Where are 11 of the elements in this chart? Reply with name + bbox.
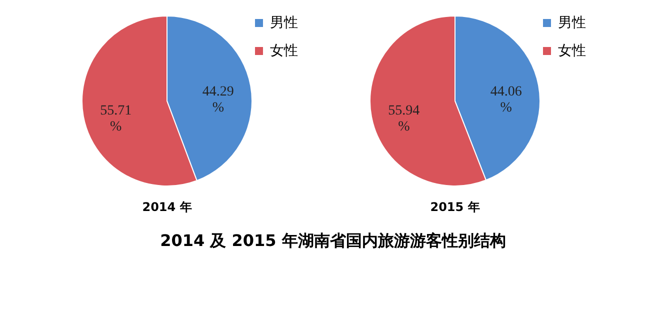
data-label: 44.06 % bbox=[490, 84, 522, 116]
legend-label: 女性 bbox=[270, 43, 298, 59]
data-label: 44.29 % bbox=[202, 84, 234, 116]
text: 2015 年 bbox=[430, 200, 480, 214]
text: 2014 年 bbox=[142, 200, 192, 214]
text: 2014 及 2015 年湖南省国内旅游游客性别结构 bbox=[160, 231, 506, 250]
legend-label: 女性 bbox=[558, 43, 586, 59]
data-label: 55.71 % bbox=[100, 103, 132, 134]
legend-label: 男性 bbox=[270, 15, 298, 31]
data-label: 55.94 % bbox=[388, 104, 420, 135]
legend-label: 男性 bbox=[558, 15, 586, 31]
